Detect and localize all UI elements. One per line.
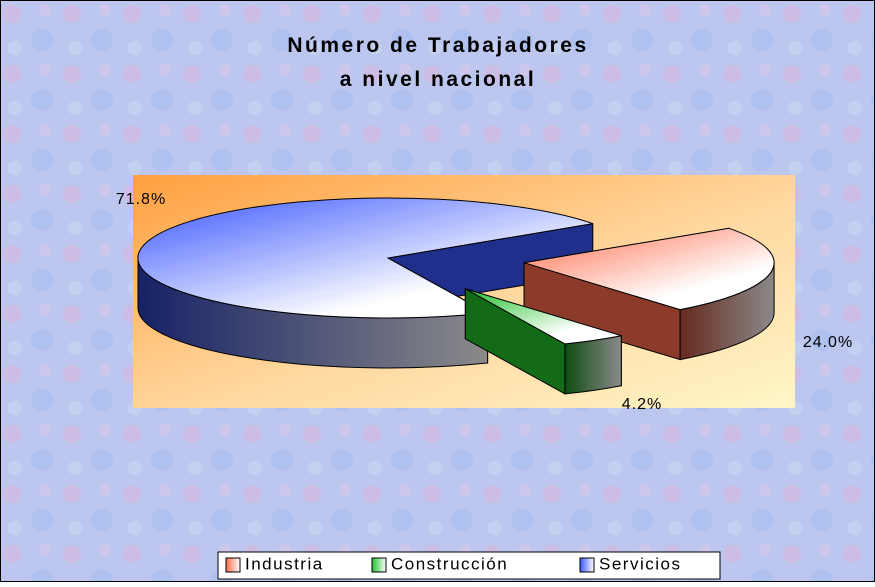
legend-label: Construcción: [391, 554, 508, 573]
legend: Industria Construcción Servicios: [225, 554, 681, 573]
legend-label: Industria: [245, 554, 324, 573]
slice-side: [564, 335, 622, 395]
slice-top: [465, 288, 622, 345]
data-label: 24.0%: [803, 334, 853, 351]
data-label: 71.8%: [116, 191, 166, 208]
slice-top: [523, 227, 775, 311]
chart-title: a nivel nacional: [340, 68, 536, 91]
slice-top: [137, 197, 593, 319]
legend-swatch: [579, 557, 595, 573]
data-label: 4.2%: [622, 396, 662, 413]
pie: [137, 197, 775, 395]
legend-label: Servicios: [599, 554, 681, 573]
legend-box: [217, 551, 721, 580]
chart-title: Número de Trabajadores: [287, 34, 588, 57]
legend-swatch: [371, 557, 387, 573]
legend-swatch: [225, 557, 241, 573]
